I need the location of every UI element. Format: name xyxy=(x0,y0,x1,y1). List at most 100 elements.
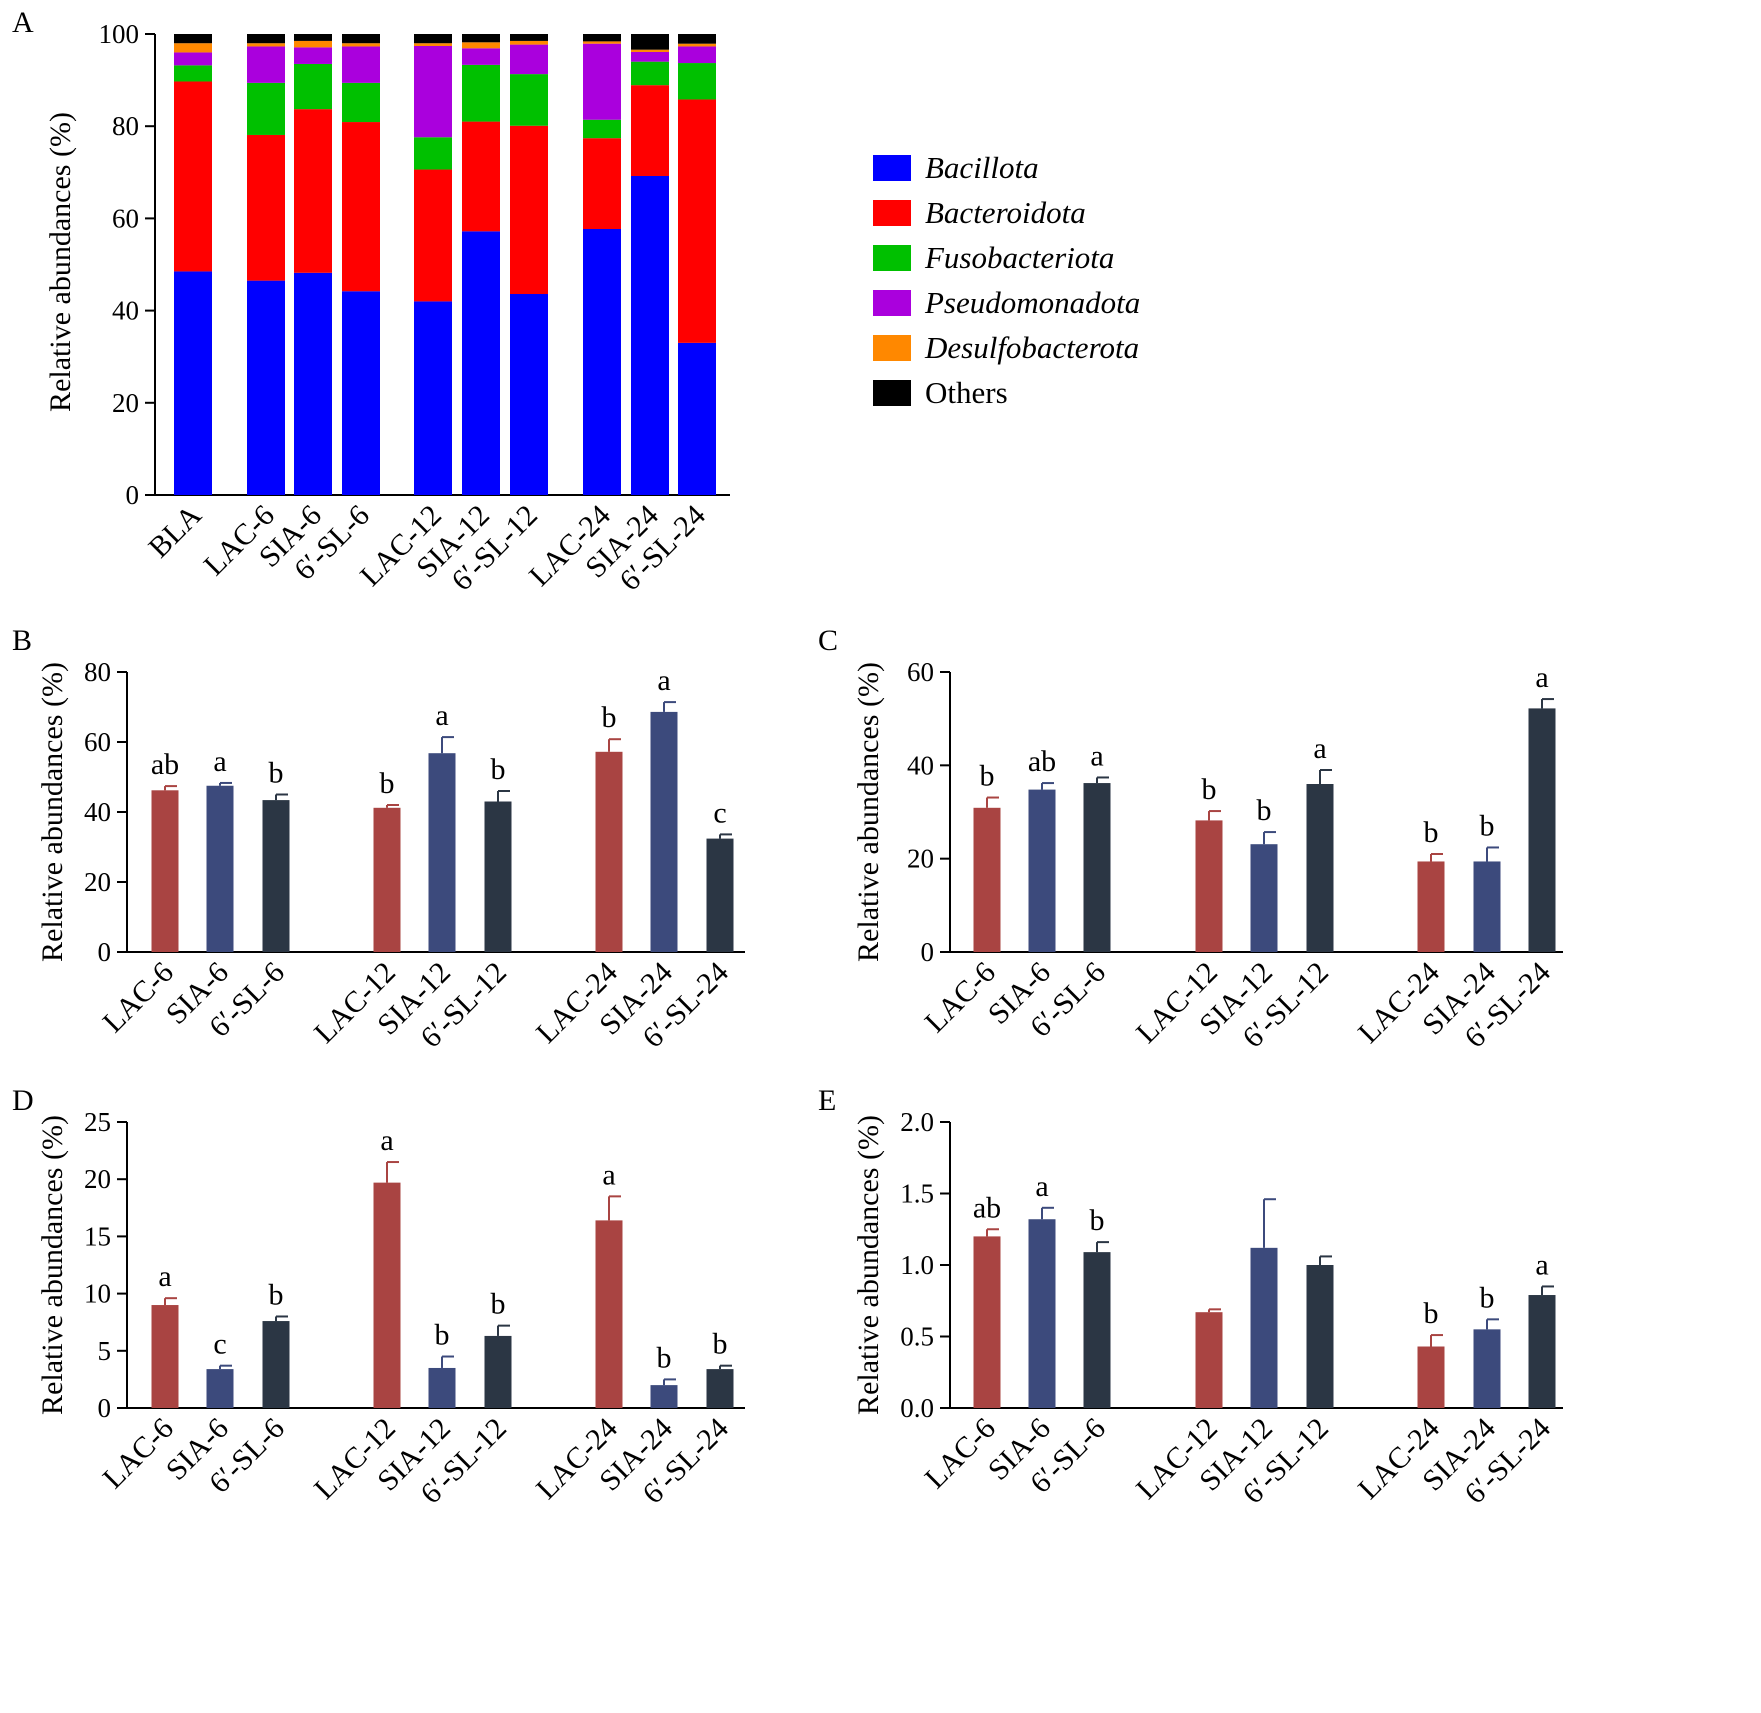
legend-swatch-desulfobacterota xyxy=(873,335,911,361)
bar-6-sl-24 xyxy=(706,838,734,952)
bar-segment-6-sl-6-others xyxy=(342,34,380,44)
y-tick-label: 40 xyxy=(907,750,934,780)
bar-sia-6 xyxy=(206,785,234,952)
bar-sia-24 xyxy=(650,1385,678,1408)
significance-letter-lac-24: b xyxy=(1424,816,1439,849)
bar-segment-lac-6-desulfobacterota xyxy=(247,43,285,47)
y-tick-label: 100 xyxy=(99,19,140,49)
x-category-label-lac-6: LAC-6 xyxy=(97,956,180,1039)
bar-sia-24 xyxy=(1473,861,1501,952)
bar-segment-lac-12-bacteroidota xyxy=(414,169,452,302)
bar-segment-sia-12-bacillota xyxy=(462,231,500,496)
panel-letter: D xyxy=(12,1084,34,1117)
y-axis-label: Relative abundances (%) xyxy=(36,662,69,962)
significance-letter-lac-12: a xyxy=(380,1124,393,1157)
significance-letter-sia-24: b xyxy=(1480,1281,1495,1314)
y-axis-label: Relative abundances (%) xyxy=(36,1115,69,1415)
significance-letter-sia-24: b xyxy=(657,1341,672,1374)
bar-segment-lac-24-bacillota xyxy=(583,229,621,496)
bar-6-sl-24 xyxy=(1528,1295,1556,1408)
bar-segment-sia-6-fusobacteriota xyxy=(294,63,332,110)
y-tick-label: 25 xyxy=(84,1107,111,1137)
bar-segment-lac-12-desulfobacterota xyxy=(414,43,452,46)
y-tick-label: 0 xyxy=(126,480,140,510)
bar-6-sl-6 xyxy=(262,800,290,952)
bar-segment-lac-6-fusobacteriota xyxy=(247,82,285,135)
bar-segment-6-sl-24-others xyxy=(678,34,716,44)
y-tick-label: 0 xyxy=(921,937,935,967)
significance-letter-lac-24: b xyxy=(1424,1297,1439,1330)
bar-segment-bla-bacillota xyxy=(174,271,212,495)
y-tick-label: 15 xyxy=(84,1221,111,1251)
significance-letter-6-sl-6: b xyxy=(269,757,284,790)
bar-segment-6-sl-12-bacteroidota xyxy=(510,125,548,295)
bar-segment-lac-24-pseudomonadota xyxy=(583,43,621,120)
y-axis-label: Relative abundances (%) xyxy=(852,1115,885,1415)
x-category-label-lac-6: LAC-6 xyxy=(97,1412,180,1495)
legend-swatch-bacteroidota xyxy=(873,200,911,226)
bar-sia-6 xyxy=(206,1369,234,1408)
y-tick-label: 60 xyxy=(907,657,934,687)
bar-lac-24 xyxy=(595,751,623,952)
y-tick-label: 80 xyxy=(112,111,139,141)
y-tick-label: 1.5 xyxy=(900,1179,934,1209)
significance-letter-6-sl-24: a xyxy=(1535,661,1548,694)
bar-6-sl-12 xyxy=(1306,784,1334,952)
bar-segment-6-sl-24-fusobacteriota xyxy=(678,63,716,100)
bar-segment-lac-6-bacillota xyxy=(247,280,285,495)
significance-letter-lac-12: b xyxy=(380,767,395,800)
x-category-label-lac-6: LAC-6 xyxy=(919,1412,1002,1495)
y-tick-label: 1.0 xyxy=(900,1250,934,1280)
significance-letter-6-sl-12: b xyxy=(491,753,506,786)
bar-segment-lac-24-bacteroidota xyxy=(583,138,621,230)
panel-letter: B xyxy=(12,624,32,657)
y-tick-label: 40 xyxy=(84,797,111,827)
significance-letter-6-sl-24: b xyxy=(713,1328,728,1361)
bar-segment-6-sl-24-desulfobacterota xyxy=(678,43,716,47)
bar-segment-lac-24-others xyxy=(583,34,621,42)
y-tick-label: 5 xyxy=(98,1336,112,1366)
bar-segment-sia-6-pseudomonadota xyxy=(294,47,332,64)
bar-6-sl-12 xyxy=(484,1335,512,1408)
bar-segment-6-sl-6-bacillota xyxy=(342,291,380,495)
bar-6-sl-24 xyxy=(706,1369,734,1408)
legend-swatch-others xyxy=(873,380,911,406)
significance-letter-lac-6: ab xyxy=(973,1191,1001,1224)
bar-segment-sia-12-others xyxy=(462,34,500,43)
bar-lac-6 xyxy=(973,807,1001,952)
significance-letter-sia-6: a xyxy=(1035,1170,1048,1203)
legend-label-desulfobacterota: Desulfobacterota xyxy=(924,330,1139,365)
bar-sia-6 xyxy=(1028,1219,1056,1408)
bar-lac-24 xyxy=(595,1220,623,1408)
bar-segment-sia-12-pseudomonadota xyxy=(462,48,500,65)
bar-segment-bla-desulfobacterota xyxy=(174,43,212,53)
bar-lac-12 xyxy=(1195,820,1223,952)
bar-lac-24 xyxy=(1417,1346,1445,1408)
significance-letter-sia-6: a xyxy=(213,745,226,778)
y-tick-label: 20 xyxy=(84,867,111,897)
y-tick-label: 40 xyxy=(112,296,139,326)
y-axis-label: Relative abundances (%) xyxy=(852,662,885,962)
bar-segment-lac-6-pseudomonadota xyxy=(247,46,285,83)
bar-segment-lac-12-fusobacteriota xyxy=(414,137,452,170)
y-tick-label: 80 xyxy=(84,657,111,687)
bar-segment-lac-6-bacteroidota xyxy=(247,134,285,281)
bar-segment-sia-24-bacillota xyxy=(631,175,669,495)
significance-letter-sia-6: ab xyxy=(1028,745,1056,778)
bar-lac-12 xyxy=(373,807,401,952)
bar-segment-6-sl-12-others xyxy=(510,34,548,41)
significance-letter-sia-12: b xyxy=(435,1319,450,1352)
bar-segment-6-sl-6-pseudomonadota xyxy=(342,46,380,83)
y-tick-label: 0 xyxy=(98,1393,112,1423)
bar-sia-12 xyxy=(428,1367,456,1408)
bar-segment-lac-12-others xyxy=(414,34,452,44)
legend-label-bacteroidota: Bacteroidota xyxy=(925,195,1086,230)
significance-letter-6-sl-6: a xyxy=(1090,739,1103,772)
legend-label-others: Others xyxy=(925,375,1008,410)
significance-letter-6-sl-6: b xyxy=(1090,1204,1105,1237)
bar-segment-sia-12-fusobacteriota xyxy=(462,64,500,122)
